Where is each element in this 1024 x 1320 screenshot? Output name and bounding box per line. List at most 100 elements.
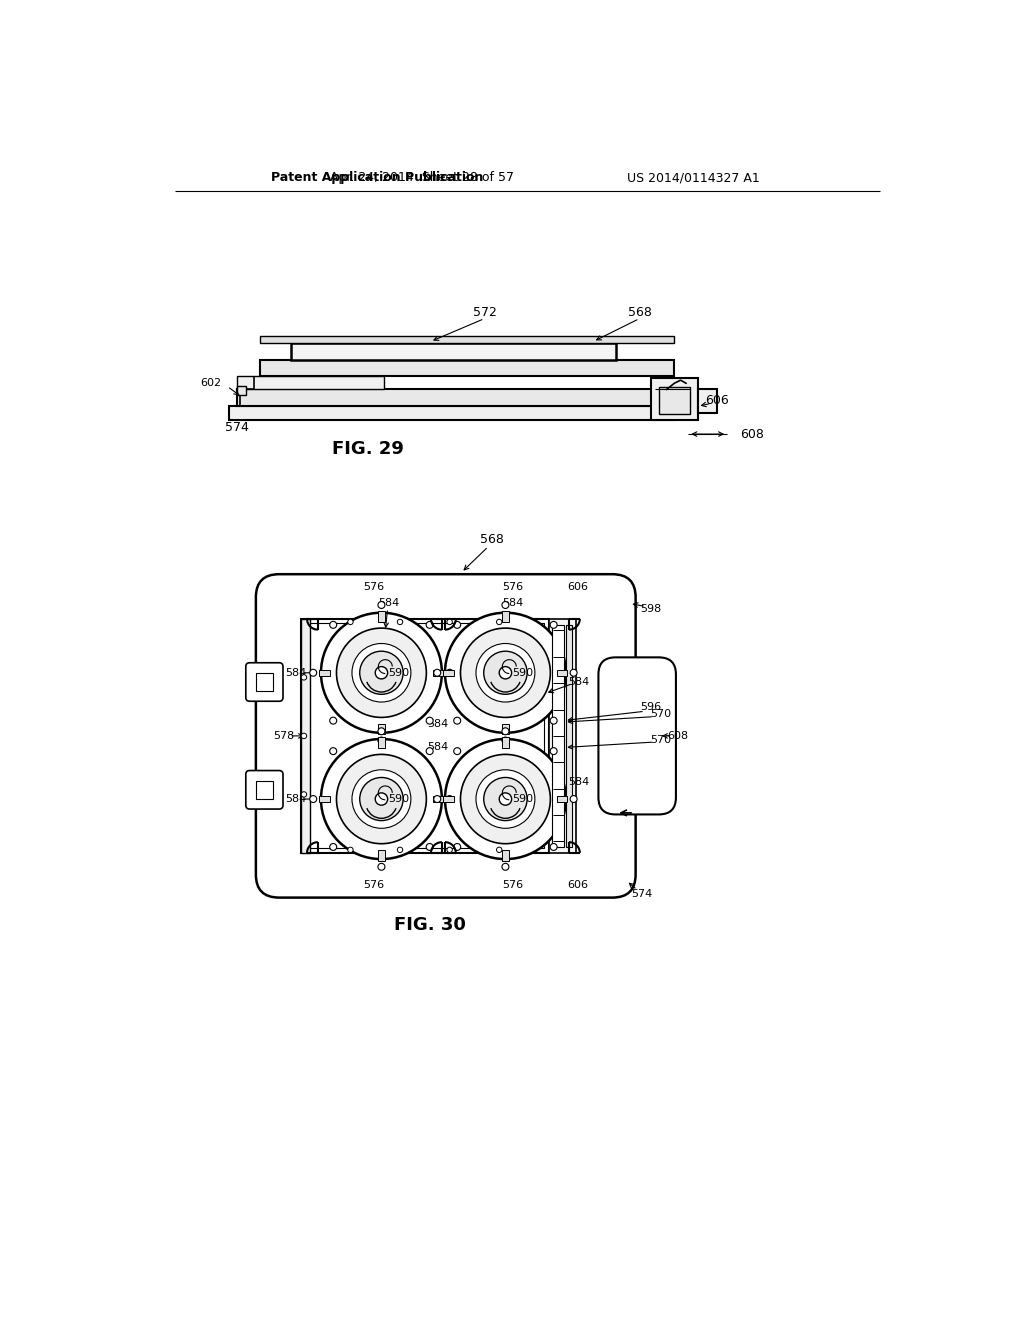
Bar [503,850,509,861]
Bar [378,611,385,622]
Circle shape [445,612,566,733]
Circle shape [502,737,509,744]
Circle shape [426,747,433,755]
Text: 606: 606 [567,582,588,591]
Bar [651,378,697,420]
Circle shape [502,602,509,609]
Circle shape [330,747,337,755]
Circle shape [502,727,509,735]
Circle shape [476,644,535,702]
Text: 584: 584 [503,598,524,609]
Bar [260,360,675,376]
FancyBboxPatch shape [246,771,283,809]
Circle shape [500,667,512,678]
Bar [256,780,273,799]
Text: 584: 584 [568,677,590,686]
Circle shape [330,622,337,628]
Circle shape [500,793,512,805]
Circle shape [426,717,433,725]
Text: 572: 572 [472,306,497,319]
Text: 576: 576 [503,880,523,890]
Circle shape [550,622,557,628]
Text: US 2014/0114327 A1: US 2014/0114327 A1 [628,172,760,185]
Text: 574: 574 [225,421,249,434]
Text: FIG. 29: FIG. 29 [333,441,404,458]
Text: 570: 570 [650,735,671,744]
Bar [301,619,549,853]
Text: FIG. 30: FIG. 30 [394,916,466,933]
Circle shape [461,628,550,718]
Bar [237,385,246,395]
Bar [432,796,443,803]
Circle shape [497,619,502,624]
FancyBboxPatch shape [598,657,676,814]
Circle shape [352,644,411,702]
Text: 590: 590 [512,668,534,677]
Circle shape [301,792,306,797]
Bar [260,335,675,343]
Text: 606: 606 [706,395,729,408]
Circle shape [454,717,461,725]
Circle shape [434,796,440,803]
Bar [319,796,331,803]
Text: 576: 576 [364,880,384,890]
Bar [291,343,616,360]
Text: 576: 576 [364,582,384,591]
Bar [378,850,385,861]
Text: 584: 584 [427,742,449,752]
Circle shape [301,733,306,739]
Text: Patent Application Publication: Patent Application Publication [271,172,483,185]
Text: 590: 590 [512,795,534,804]
Bar [503,738,509,748]
Circle shape [301,675,306,680]
Bar [552,626,564,847]
Bar [319,669,331,676]
Text: 584: 584 [427,719,449,730]
Text: 568: 568 [628,306,651,319]
Bar [697,389,717,412]
Circle shape [397,619,402,624]
Circle shape [497,847,502,853]
Text: 590: 590 [388,668,409,677]
Circle shape [476,770,535,829]
Circle shape [330,717,337,725]
Text: Apr. 24, 2014  Sheet 28 of 57: Apr. 24, 2014 Sheet 28 of 57 [331,172,514,185]
Circle shape [330,843,337,850]
Text: 608: 608 [667,731,688,741]
Circle shape [550,747,557,755]
Circle shape [359,777,403,821]
FancyBboxPatch shape [256,574,636,898]
Circle shape [426,622,433,628]
Circle shape [426,843,433,850]
Bar [237,389,675,407]
Circle shape [446,619,453,624]
Circle shape [446,669,453,676]
Circle shape [378,863,385,870]
Circle shape [337,628,426,718]
Circle shape [309,796,316,803]
Circle shape [375,793,388,805]
Bar [237,376,384,389]
Text: 608: 608 [740,428,764,441]
Text: 574: 574 [631,888,652,899]
Bar [557,669,567,676]
Circle shape [550,717,557,725]
Circle shape [454,747,461,755]
Circle shape [348,847,353,853]
Bar [557,796,567,803]
FancyBboxPatch shape [246,663,283,701]
Text: 584: 584 [379,598,399,609]
Circle shape [570,796,578,803]
Text: 584: 584 [286,668,307,677]
Text: 576: 576 [503,582,523,591]
Circle shape [352,770,411,829]
Bar [305,623,544,849]
Circle shape [550,843,557,850]
Circle shape [348,619,353,624]
Circle shape [321,612,442,733]
Text: 602: 602 [200,379,221,388]
Bar [503,723,509,734]
Text: 578: 578 [273,731,295,741]
Bar [549,619,575,853]
Bar [658,387,690,414]
